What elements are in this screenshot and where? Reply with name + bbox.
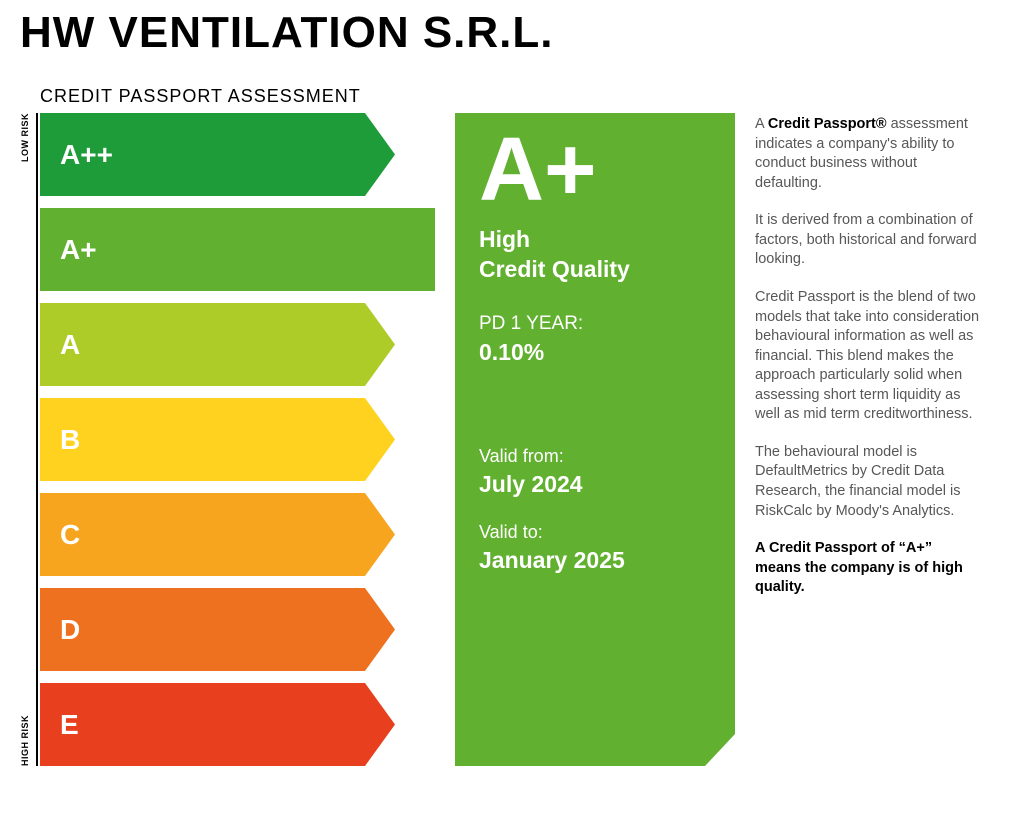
desc-p1: A Credit Passport® assessment indicates … <box>755 115 980 193</box>
main-row: LOW RISK HIGH RISK A++ A+ A B C D E A+ High Cr… <box>20 113 1001 766</box>
desc-p1-bold: Credit Passport® <box>768 116 887 132</box>
description-column: A Credit Passport® assessment indicates … <box>755 113 980 766</box>
grade-label: B <box>60 424 80 456</box>
grade-bar-C: C <box>40 493 395 576</box>
grade-bar-Aplusplus: A++ <box>40 113 395 196</box>
result-grade: A+ <box>479 125 711 215</box>
grade-bar-A: A <box>40 303 395 386</box>
grade-bars: A++ A+ A B C D E <box>40 113 435 766</box>
pd-value: 0.10% <box>479 339 711 366</box>
valid-to-label: Valid to: <box>479 522 711 543</box>
axis-line <box>36 113 38 766</box>
section-title: CREDIT PASSPORT ASSESSMENT <box>40 86 1001 107</box>
quality-line2: Credit Quality <box>479 256 630 282</box>
grade-bar-Aplus: A+ <box>40 208 435 291</box>
company-title: HW VENTILATION S.R.L. <box>20 8 1001 58</box>
desc-p2: It is derived from a combination of fact… <box>755 211 980 270</box>
desc-final: A Credit Passport of “A+” means the comp… <box>755 539 980 598</box>
grade-label: A+ <box>60 234 97 266</box>
result-quality: High Credit Quality <box>479 225 711 285</box>
quality-line1: High <box>479 226 530 252</box>
grade-label: D <box>60 614 80 646</box>
grade-label: E <box>60 709 79 741</box>
desc-p4: The behavioural model is DefaultMetrics … <box>755 443 980 521</box>
grade-label: A <box>60 329 80 361</box>
valid-from-value: July 2024 <box>479 471 711 498</box>
desc-p3: Credit Passport is the blend of two mode… <box>755 288 980 425</box>
pd-label: PD 1 YEAR: <box>479 313 711 335</box>
valid-to-value: January 2025 <box>479 547 711 574</box>
desc-p1-prefix: A <box>755 116 768 132</box>
grade-bar-E: E <box>40 683 395 766</box>
result-panel: A+ High Credit Quality PD 1 YEAR: 0.10% … <box>455 113 735 766</box>
grade-bar-D: D <box>40 588 395 671</box>
valid-from-label: Valid from: <box>479 446 711 467</box>
risk-chart: LOW RISK HIGH RISK A++ A+ A B C D E <box>20 113 435 766</box>
grade-label: A++ <box>60 139 113 171</box>
axis-high-label: HIGH RISK <box>20 715 30 766</box>
grade-bar-B: B <box>40 398 395 481</box>
grade-label: C <box>60 519 80 551</box>
axis-low-label: LOW RISK <box>20 113 30 162</box>
